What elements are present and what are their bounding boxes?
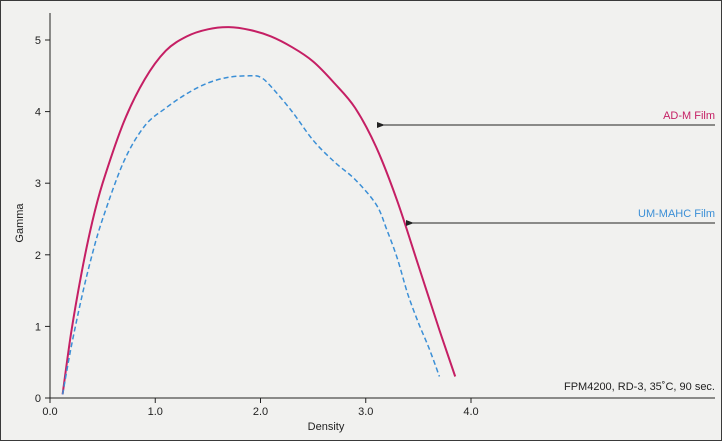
y-tick-label: 0 [35,393,41,405]
series-line-um-mahc [61,75,441,395]
x-tick-label: 2.0 [253,406,268,418]
conditions-annotation: FPM4200, RD-3, 35˚C, 90 sec. [564,381,715,393]
x-axis-title: Density [308,421,345,433]
y-tick-label: 4 [35,107,41,119]
x-tick-label: 3.0 [358,406,373,418]
series-lines [61,26,457,395]
y-tick-label: 5 [35,35,41,47]
axes [49,13,715,399]
y-tick-label: 3 [35,178,41,190]
x-ticks: 0.0 1.0 2.0 3.0 4.0 [42,398,479,418]
series-labels: AD-M Film UM-MAHC Film [377,110,715,226]
y-tick-label: 1 [35,321,41,333]
x-tick-label: 4.0 [463,406,478,418]
series-line-ad-m [61,26,457,395]
y-axis-title: Gamma [14,203,26,243]
series-label-um-mahc: UM-MAHC Film [638,208,715,220]
y-ticks: 0 1 2 3 4 5 [35,35,50,405]
x-tick-label: 0.0 [42,406,57,418]
series-label-ad-m: AD-M Film [663,110,715,122]
y-tick-label: 2 [35,250,41,262]
x-tick-label: 1.0 [148,406,163,418]
